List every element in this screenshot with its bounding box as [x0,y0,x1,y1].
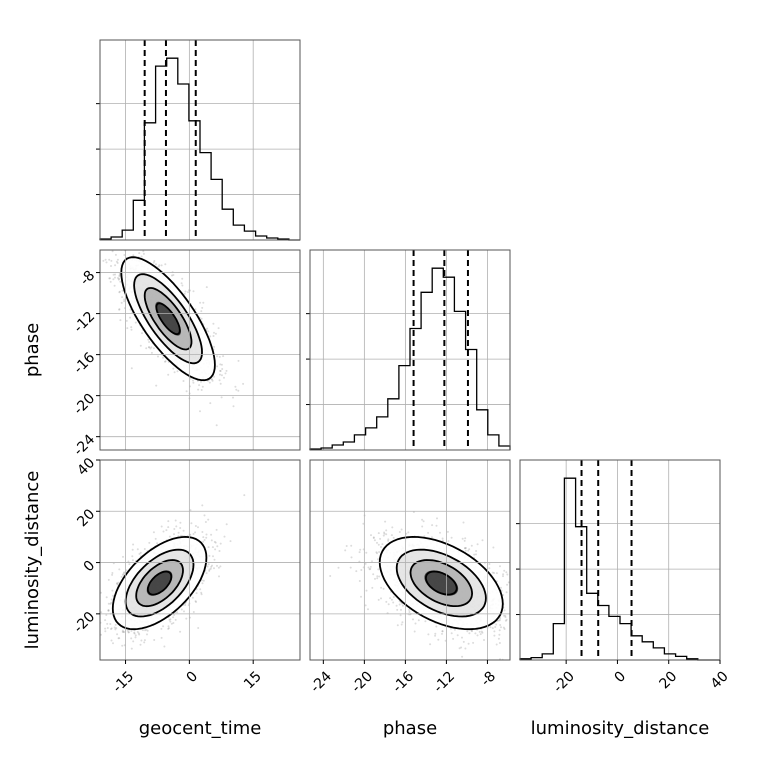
density-panel-geocent_time-phase [99,249,301,451]
y-tick-luminosity_distance-40: 40 [74,455,98,479]
x-tick-phase--20: -20 [349,668,376,695]
x-tick-geocent_time-0: 0 [183,668,201,686]
histogram-step-geocent_time [99,57,300,241]
histogram-luminosity_distance [516,459,721,661]
histogram-step-phase [309,267,511,450]
y-tick-phase--24: -24 [71,432,99,460]
y-tick-phase--16: -16 [71,350,99,378]
x-tick-luminosity_distance-0: 0 [612,668,630,686]
x-tick-luminosity_distance--20: -20 [550,668,577,695]
y-tick-phase--8: -8 [77,268,98,289]
y-tick-luminosity_distance-20: 20 [74,506,98,530]
histogram-frame-geocent_time [99,39,301,241]
density-panel-phase-luminosity_distance [309,459,511,661]
x-axis-label-luminosity_distance: luminosity_distance [531,718,710,739]
histogram-frame-luminosity_distance [519,459,721,661]
contour-phase-luminosity_distance-2 [395,548,487,618]
contour-geocent_time-phase-2 [133,273,203,365]
x-tick-luminosity_distance-40: 40 [708,668,732,692]
contour-geocent_time-luminosity_distance-0 [147,570,173,596]
x-tick-geocent_time--15: -15 [110,668,137,695]
x-tick-luminosity_distance-20: 20 [657,668,681,692]
y-tick-phase--20: -20 [71,391,98,418]
y-axis-label-luminosity_distance: luminosity_distance [22,471,43,650]
contour-phase-luminosity_distance-0 [424,570,458,596]
panel-frame-geocent_time-luminosity_distance [99,459,301,661]
contour-geocent_time-luminosity_distance-3 [111,535,208,631]
panel-frame-phase-luminosity_distance [309,459,511,661]
density-panel-geocent_time-luminosity_distance [99,459,301,661]
histogram-step-luminosity_distance [519,477,720,661]
histogram-geocent_time [96,39,301,241]
x-axis-label-phase: phase [383,718,437,739]
x-tick-phase--16: -16 [390,668,418,696]
contour-phase-luminosity_distance-1 [409,559,474,607]
y-axis-label-phase: phase [22,323,43,377]
panel-frame-geocent_time-phase [99,249,301,451]
y-tick-luminosity_distance--20: -20 [71,609,98,636]
contour-geocent_time-phase-1 [143,287,193,351]
histogram-frame-phase [309,249,511,451]
x-tick-phase--8: -8 [478,668,499,689]
y-tick-luminosity_distance-0: 0 [81,558,99,576]
contour-geocent_time-phase-0 [155,302,181,335]
contour-geocent_time-luminosity_distance-1 [135,559,184,608]
x-tick-phase--12: -12 [431,668,458,695]
y-tick-phase--12: -12 [71,309,98,336]
histogram-phase [306,249,511,451]
x-tick-geocent_time-15: 15 [241,668,265,692]
x-tick-phase--24: -24 [308,668,336,696]
x-axis-label-geocent_time: geocent_time [139,718,262,739]
